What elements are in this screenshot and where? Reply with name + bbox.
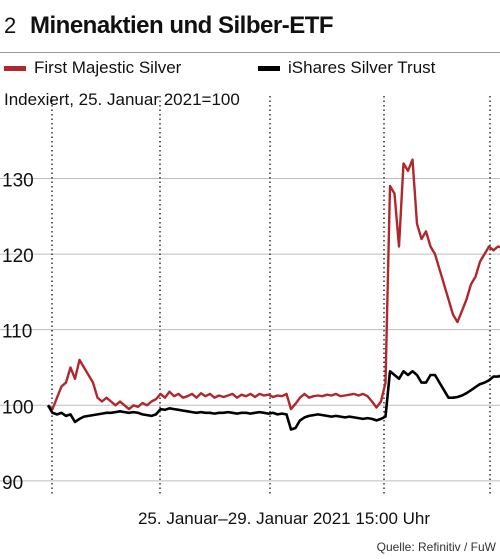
y-tick-label-100: 100 bbox=[2, 397, 34, 418]
y-tick-label-90: 90 bbox=[2, 473, 23, 494]
legend-label-ishares: iShares Silver Trust bbox=[288, 58, 436, 77]
chart-subtitle: Indexiert, 25. Januar 2021=100 bbox=[4, 90, 240, 109]
title-row: 2 Minenaktien und Silber-ETF bbox=[0, 6, 334, 46]
legend: First Majestic Silver iShares Silver Tru… bbox=[0, 58, 500, 82]
legend-swatch-first-majestic bbox=[4, 65, 26, 71]
legend-label-first-majestic: First Majestic Silver bbox=[34, 58, 182, 77]
series-line-ishares bbox=[46, 370, 500, 431]
series-line-first-majestic bbox=[47, 158, 500, 411]
legend-item-ishares: iShares Silver Trust bbox=[258, 58, 435, 78]
title-divider bbox=[0, 52, 500, 53]
x-axis-label: 25. Januar–29. Januar 2021 15:00 Uhr bbox=[138, 509, 430, 528]
y-tick-label-110: 110 bbox=[2, 322, 32, 343]
y-tick-label-120: 120 bbox=[2, 246, 34, 267]
source-note: Quelle: Refinitiv / FuW bbox=[376, 540, 496, 554]
chart-title: Minenaktien und Silber-ETF bbox=[30, 12, 334, 39]
legend-swatch-ishares bbox=[258, 65, 280, 71]
figure-number: 2 bbox=[4, 13, 17, 38]
legend-item-first-majestic: First Majestic Silver bbox=[4, 58, 181, 78]
y-tick-label-130: 130 bbox=[2, 170, 34, 191]
